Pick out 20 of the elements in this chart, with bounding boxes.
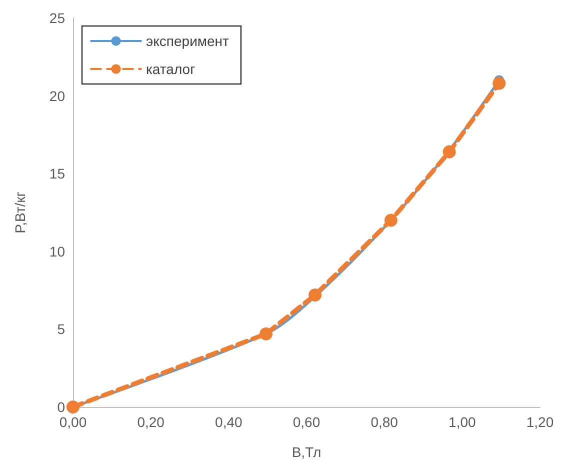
y-tick-label: 15 <box>49 166 66 182</box>
x-axis-title: B,Тл <box>292 444 322 460</box>
x-tick-label: 0,40 <box>215 414 243 430</box>
y-tick-label: 5 <box>57 321 66 338</box>
x-tick-label: 0,80 <box>370 414 398 430</box>
y-tick-label: 25 <box>49 10 66 26</box>
x-tick-label: 1,20 <box>526 414 554 430</box>
legend-label: каталог <box>146 61 196 77</box>
x-tick-label: 0,20 <box>137 414 165 430</box>
y-tick-label: 0 <box>57 399 66 415</box>
point <box>442 145 456 158</box>
point <box>308 288 322 302</box>
y-tick-label: 20 <box>49 88 66 104</box>
x-tick-label: 0,60 <box>292 414 320 430</box>
point <box>492 76 506 90</box>
x-tick-label: 1,00 <box>448 414 476 430</box>
legend-label: эксперимент <box>146 33 230 49</box>
y-tick-label: 10 <box>49 243 66 260</box>
x-tick-label: 0,00 <box>59 414 87 430</box>
y-axis-title: P,Вт/кг <box>12 192 28 234</box>
